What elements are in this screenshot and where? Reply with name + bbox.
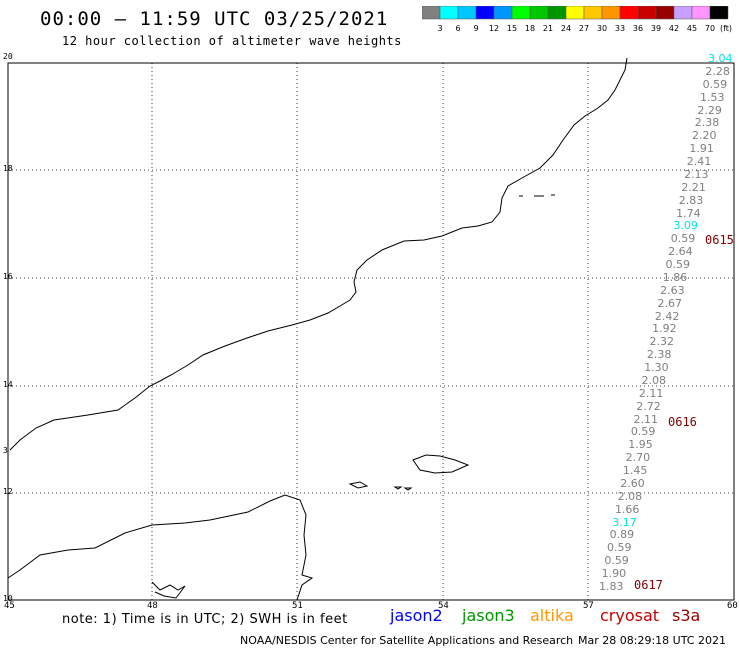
swh-label: 0.59 [670, 232, 696, 246]
swh-label: 2.67 [657, 296, 682, 310]
scale-label: 3 [437, 24, 442, 33]
swh-label: 2.60 [620, 476, 645, 490]
scale-label: 12 [489, 24, 499, 33]
scale-label: 33 [615, 24, 625, 33]
swh-label: 2.38 [646, 348, 672, 362]
satellite-s3a: s3a [672, 606, 701, 625]
color-scale-legend: 3 6 9 12 15 18 21 24 27 30 33 36 39 42 45 70 (ft) [422, 6, 732, 33]
coastline-south [7, 494, 314, 601]
satellite-cryosat: cryosat [600, 606, 660, 625]
swh-label: 1.92 [652, 322, 677, 336]
swh-label: 2.70 [625, 451, 651, 465]
swh-label: 2.13 [684, 167, 709, 181]
coastline-fragment [151, 581, 186, 599]
swh-label: 2.42 [654, 309, 680, 323]
map-title: 00:00 – 11:59 UTC 03/25/2021 [40, 8, 389, 30]
lat-tick-10: 10 [3, 594, 13, 603]
swh-label: 1.74 [676, 206, 701, 220]
swh-label: 2.11 [633, 412, 659, 426]
island-small-1 [348, 481, 369, 489]
scale-label: 30 [597, 24, 607, 33]
swh-label: 2.21 [681, 180, 706, 194]
swh-label: 2.64 [668, 245, 693, 259]
scale-label: 6 [455, 24, 460, 33]
coastline [7, 57, 628, 601]
lat-tick-14: 14 [3, 380, 13, 389]
scale-label: 36 [633, 24, 643, 33]
lat-tick-18: 18 [3, 164, 13, 173]
map-grid [8, 63, 734, 600]
swh-label: 1.30 [644, 361, 669, 375]
island-small-3 [403, 487, 413, 491]
lon-tick-51: 51 [292, 601, 303, 611]
satellite-jason2: jason2 [390, 606, 443, 625]
scale-label: 45 [687, 24, 697, 33]
swh-label: 2.32 [649, 335, 675, 349]
swh-label: 3.17 [612, 515, 637, 529]
swh-label: 0.59 [606, 541, 632, 555]
lat-tick-16: 16 [3, 272, 13, 281]
scale-label: 39 [651, 24, 661, 33]
swh-label: 3.09 [673, 219, 698, 233]
swh-label: 2.38 [694, 116, 720, 130]
swh-label: 2.41 [686, 155, 712, 169]
lon-tick-60: 60 [727, 601, 738, 611]
time-label-0616: 0616 [668, 415, 697, 429]
swh-label: 3.04 [708, 52, 733, 65]
scale-label: 70 [705, 24, 715, 33]
swh-label: 2.08 [641, 373, 667, 387]
island-large [412, 454, 470, 474]
swh-label: 2.83 [678, 193, 704, 207]
credit-text: NOAA/NESDIS Center for Satellite Applica… [240, 634, 574, 647]
swh-label: 0.59 [702, 77, 728, 91]
swh-label: 2.11 [638, 386, 664, 400]
island-dots [519, 194, 555, 197]
swh-label: 2.28 [705, 64, 730, 78]
swh-label: 1.66 [614, 502, 640, 516]
swh-label: 2.08 [617, 489, 643, 503]
scale-label: 18 [525, 24, 535, 33]
footer-note: note: 1) Time is in UTC; 2) SWH is in fe… [62, 612, 348, 627]
swh-label: 0.59 [630, 425, 656, 439]
swh-label: 1.95 [628, 438, 653, 452]
lat-tick-12: 12 [3, 487, 13, 496]
time-label-0617: 0617 [634, 578, 663, 592]
scale-label: 42 [669, 24, 679, 33]
swh-label: 0.59 [604, 554, 629, 568]
swh-label: 1.86 [662, 270, 688, 284]
swh-label: 1.91 [689, 142, 714, 156]
swh-label: 1.83 [599, 580, 624, 593]
scale-label: 27 [579, 24, 589, 33]
island-small-2 [393, 486, 403, 490]
swh-label: 2.29 [697, 103, 722, 117]
satellite-altika: altika [530, 606, 574, 625]
scale-label: 15 [507, 24, 517, 33]
scale-swatch [709, 6, 729, 20]
swh-label: 1.90 [601, 567, 627, 581]
swh-label: 0.59 [665, 258, 690, 272]
lon-tick-48: 48 [147, 601, 158, 611]
swh-label: 1.45 [622, 464, 648, 478]
swh-label: 2.63 [660, 283, 685, 297]
satellite-jason3: jason3 [462, 606, 515, 625]
credit-timestamp: Mar 28 08:29:18 UTC 2021 [578, 634, 726, 647]
swh-label: 2.72 [636, 399, 661, 413]
land-label-3: 3 [3, 446, 8, 455]
map-frame [7, 62, 735, 601]
lon-tick-54: 54 [438, 601, 449, 611]
scale-label: 21 [543, 24, 553, 33]
coastline-north [9, 57, 628, 451]
scale-label: 24 [561, 24, 571, 33]
swh-label: 2.20 [692, 129, 717, 143]
lon-tick-57: 57 [583, 601, 594, 611]
lat-tick-20: 20 [3, 52, 13, 61]
scale-label: 9 [473, 24, 478, 33]
swh-label: 1.53 [700, 90, 725, 104]
scale-unit: (ft) [720, 24, 732, 33]
lon-tick-45: 45 [4, 601, 15, 611]
swh-label: 0.89 [609, 528, 635, 542]
time-label-0615: 0615 [705, 233, 734, 247]
map-subtitle: 12 hour collection of altimeter wave hei… [62, 34, 402, 48]
